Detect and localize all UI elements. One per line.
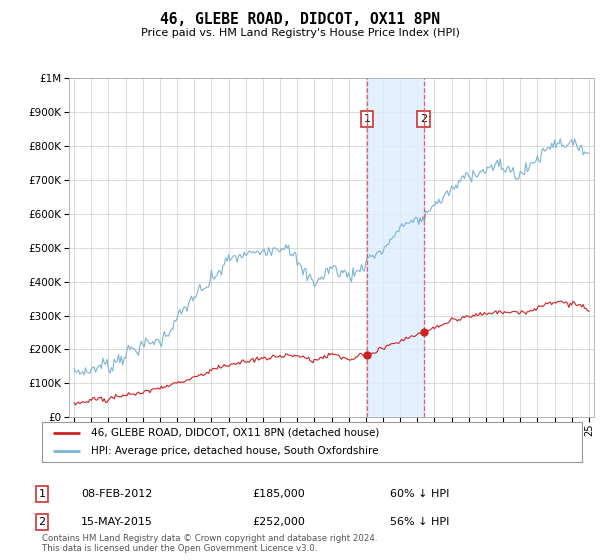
Text: Price paid vs. HM Land Registry's House Price Index (HPI): Price paid vs. HM Land Registry's House … [140, 28, 460, 38]
Text: £252,000: £252,000 [252, 517, 305, 527]
Text: 15-MAY-2015: 15-MAY-2015 [81, 517, 153, 527]
Text: 46, GLEBE ROAD, DIDCOT, OX11 8PN (detached house): 46, GLEBE ROAD, DIDCOT, OX11 8PN (detach… [91, 428, 379, 437]
Bar [367, 78, 424, 417]
Text: 56% ↓ HPI: 56% ↓ HPI [390, 517, 449, 527]
Text: 46, GLEBE ROAD, DIDCOT, OX11 8PN: 46, GLEBE ROAD, DIDCOT, OX11 8PN [160, 12, 440, 27]
Text: 1: 1 [38, 489, 46, 499]
Text: HPI: Average price, detached house, South Oxfordshire: HPI: Average price, detached house, Sout… [91, 446, 378, 456]
Text: 1: 1 [364, 114, 371, 124]
Text: Contains HM Land Registry data © Crown copyright and database right 2024.
This d: Contains HM Land Registry data © Crown c… [42, 534, 377, 553]
Text: 2: 2 [38, 517, 46, 527]
Text: £185,000: £185,000 [252, 489, 305, 499]
Text: 60% ↓ HPI: 60% ↓ HPI [390, 489, 449, 499]
Text: 08-FEB-2012: 08-FEB-2012 [81, 489, 152, 499]
Text: 2: 2 [420, 114, 427, 124]
